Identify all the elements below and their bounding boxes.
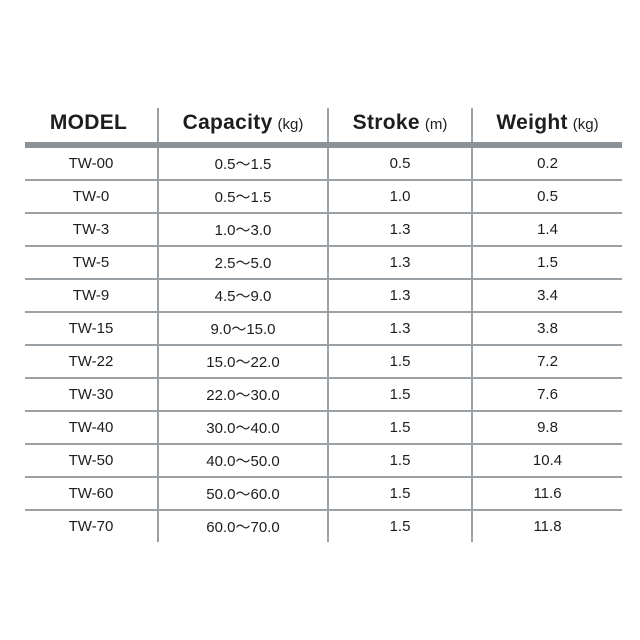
table-row: TW-70 60.0〜70.0 1.5 11.8 <box>25 510 622 542</box>
stroke-cell: 1.5 <box>328 444 473 478</box>
column-unit: (m) <box>424 116 448 133</box>
model-cell: TW-5 <box>25 246 159 280</box>
capacity-cell: 50.0〜60.0 <box>158 477 329 511</box>
table-row: TW-00 0.5〜1.5 0.5 0.2 <box>25 145 622 181</box>
weight-cell: 11.6 <box>472 477 622 511</box>
stroke-cell: 0.5 <box>328 145 473 181</box>
table-row: TW-9 4.5〜9.0 1.3 3.4 <box>25 279 622 313</box>
capacity-cell: 40.0〜50.0 <box>158 444 329 478</box>
stroke-cell: 1.3 <box>328 246 473 280</box>
stroke-cell: 1.5 <box>328 411 473 445</box>
capacity-cell: 4.5〜9.0 <box>158 279 329 313</box>
column-header-capacity: Capacity (kg) <box>158 108 329 148</box>
weight-cell: 3.4 <box>472 279 622 313</box>
column-unit: (kg) <box>277 116 304 133</box>
model-cell: TW-70 <box>25 510 159 542</box>
model-cell: TW-3 <box>25 213 159 247</box>
capacity-cell: 0.5〜1.5 <box>158 145 329 181</box>
table-row: TW-3 1.0〜3.0 1.3 1.4 <box>25 213 622 247</box>
column-header-stroke: Stroke (m) <box>328 108 473 148</box>
capacity-cell: 2.5〜5.0 <box>158 246 329 280</box>
capacity-cell: 15.0〜22.0 <box>158 345 329 379</box>
weight-cell: 1.4 <box>472 213 622 247</box>
table-body: TW-00 0.5〜1.5 0.5 0.2 TW-0 0.5〜1.5 1.0 0.5 TW-3 1… <box>25 145 622 542</box>
capacity-cell: 22.0〜30.0 <box>158 378 329 412</box>
model-cell: TW-0 <box>25 180 159 214</box>
model-cell: TW-40 <box>25 411 159 445</box>
column-label: Weight <box>496 111 568 134</box>
stroke-cell: 1.3 <box>328 279 473 313</box>
model-cell: TW-30 <box>25 378 159 412</box>
column-header-model: MODEL <box>25 108 159 148</box>
column-header-weight: Weight (kg) <box>472 108 622 148</box>
weight-cell: 9.8 <box>472 411 622 445</box>
column-label: Stroke <box>352 111 420 134</box>
stroke-cell: 1.5 <box>328 378 473 412</box>
model-cell: TW-22 <box>25 345 159 379</box>
table-row: TW-30 22.0〜30.0 1.5 7.6 <box>25 378 622 412</box>
table-row: TW-40 30.0〜40.0 1.5 9.8 <box>25 411 622 445</box>
model-cell: TW-60 <box>25 477 159 511</box>
stroke-cell: 1.5 <box>328 345 473 379</box>
weight-cell: 1.5 <box>472 246 622 280</box>
table-row: TW-15 9.0〜15.0 1.3 3.8 <box>25 312 622 346</box>
model-cell: TW-50 <box>25 444 159 478</box>
table-row: TW-22 15.0〜22.0 1.5 7.2 <box>25 345 622 379</box>
weight-cell: 0.5 <box>472 180 622 214</box>
stroke-cell: 1.3 <box>328 312 473 346</box>
column-unit: (kg) <box>572 116 599 133</box>
spec-table: MODEL Capacity (kg) Stroke (m) Weight (kg) … <box>25 108 622 542</box>
model-cell: TW-9 <box>25 279 159 313</box>
weight-cell: 7.2 <box>472 345 622 379</box>
model-cell: TW-00 <box>25 145 159 181</box>
weight-cell: 10.4 <box>472 444 622 478</box>
weight-cell: 0.2 <box>472 145 622 181</box>
weight-cell: 3.8 <box>472 312 622 346</box>
column-label: Capacity <box>182 111 273 134</box>
header-row: MODEL Capacity (kg) Stroke (m) Weight (kg) <box>25 108 622 148</box>
stroke-cell: 1.0 <box>328 180 473 214</box>
weight-cell: 11.8 <box>533 518 562 535</box>
capacity-cell: 60.0〜70.0 <box>158 510 329 542</box>
stroke-cell: 1.5 <box>328 477 473 511</box>
model-cell: TW-15 <box>25 312 159 346</box>
column-label: MODEL <box>49 111 128 134</box>
capacity-cell: 1.0〜3.0 <box>158 213 329 247</box>
table-row: TW-0 0.5〜1.5 1.0 0.5 <box>25 180 622 214</box>
capacity-cell: 9.0〜15.0 <box>158 312 329 346</box>
stroke-cell: 1.3 <box>328 213 473 247</box>
table-row: TW-50 40.0〜50.0 1.5 10.4 <box>25 444 622 478</box>
capacity-cell: 0.5〜1.5 <box>158 180 329 214</box>
table-row: TW-60 50.0〜60.0 1.5 11.6 <box>25 477 622 511</box>
stroke-cell: 1.5 <box>328 510 473 542</box>
capacity-cell: 30.0〜40.0 <box>158 411 329 445</box>
weight-cell: 7.6 <box>472 378 622 412</box>
table-row: TW-5 2.5〜5.0 1.3 1.5 <box>25 246 622 280</box>
